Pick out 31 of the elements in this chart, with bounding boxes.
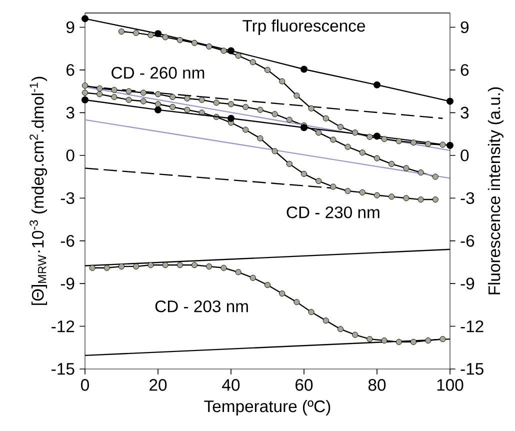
y-tick-label: -3 — [60, 192, 74, 204]
y-tick-label: 9 — [66, 21, 74, 34]
y2-tick-label: 6 — [460, 64, 469, 76]
annotation: CD - 230 nm — [286, 206, 380, 218]
annotation: Trp fluorescence — [242, 19, 365, 35]
y2-tick-label: -9 — [460, 278, 474, 290]
y-tick-label: -12 — [52, 320, 74, 332]
y2-tick-label: 3 — [460, 106, 469, 119]
x-axis-title: Temperature (ºC) — [204, 400, 330, 416]
y2-axis-title: Fluorescence intensity (a.u.) — [488, 87, 504, 294]
y-tick-label: -6 — [60, 234, 74, 247]
y2-tick-label: 0 — [460, 150, 469, 162]
x-tick-label: 20 — [150, 379, 167, 391]
y2-tick-label: -15 — [460, 363, 484, 375]
x-tick-label: 100 — [437, 379, 464, 391]
y2-tick-label: -12 — [460, 320, 484, 332]
y-tick-label: 0 — [66, 150, 74, 162]
y-tick-label: -15 — [52, 363, 74, 375]
y2-tick-label: 9 — [460, 21, 469, 34]
y-tick-label: 6 — [66, 64, 74, 76]
x-tick-label: 60 — [296, 379, 313, 391]
x-tick-label: 0 — [81, 379, 89, 391]
y-tick-label: 3 — [66, 106, 74, 119]
x-tick-label: 40 — [222, 379, 240, 391]
x-tick-label: 80 — [368, 379, 386, 391]
y2-tick-label: -6 — [460, 234, 474, 247]
annotation: CD - 260 nm — [112, 66, 204, 79]
y-tick-label: -9 — [60, 278, 74, 290]
annotation: CD - 203 nm — [155, 300, 248, 312]
y2-tick-label: -3 — [460, 192, 474, 204]
text: [Θ]$_{MRW}$·10$^{-3}$ (mdeg.cm$^{2}$.dmol$^{-1}$) — [30, 76, 48, 305]
